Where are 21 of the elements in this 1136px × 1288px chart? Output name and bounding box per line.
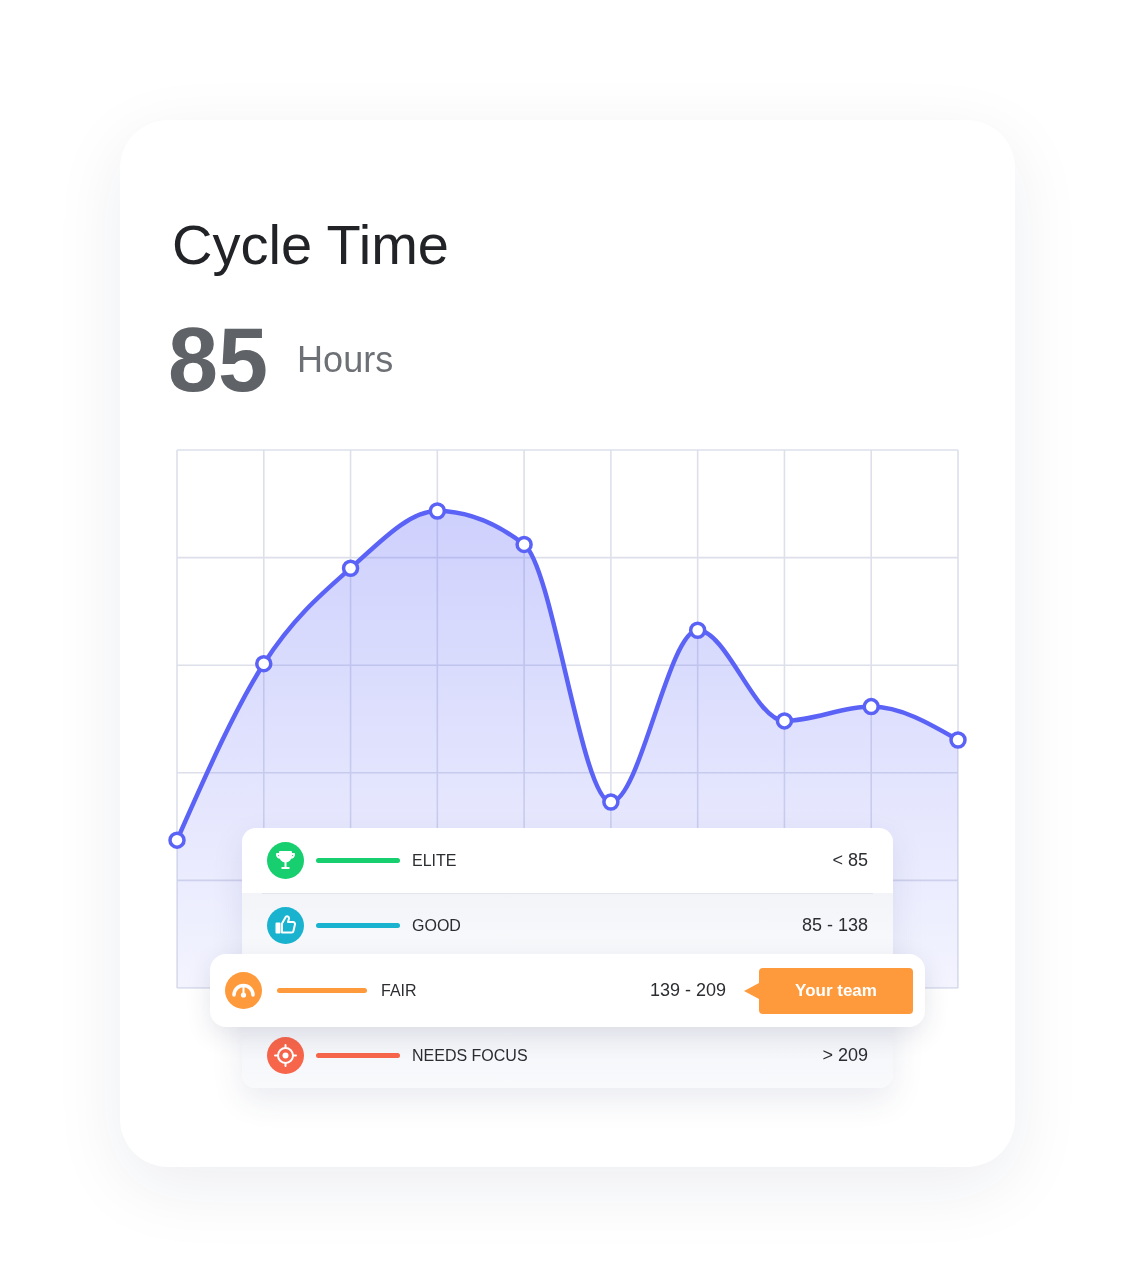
point xyxy=(168,831,186,849)
point xyxy=(862,697,880,716)
text: < 85 xyxy=(832,850,868,870)
point xyxy=(255,654,273,673)
text: 139 - 209 xyxy=(649,980,726,1000)
text: 85 xyxy=(168,310,269,410)
point xyxy=(949,731,967,749)
category-label: NEEDS FOCUS xyxy=(412,1045,528,1066)
category-label: GOOD xyxy=(412,915,461,936)
text: 85 - 138 xyxy=(801,915,868,935)
text: Hours xyxy=(297,339,394,380)
point xyxy=(515,535,533,554)
point xyxy=(341,559,360,578)
chart-title: Cycle Time xyxy=(172,212,449,276)
text: > 209 xyxy=(822,1045,868,1065)
point xyxy=(688,621,707,640)
point xyxy=(602,793,620,811)
category-label: FAIR xyxy=(381,980,417,1001)
category-label: ELITE xyxy=(412,850,457,871)
point xyxy=(428,502,447,520)
point xyxy=(775,712,794,730)
